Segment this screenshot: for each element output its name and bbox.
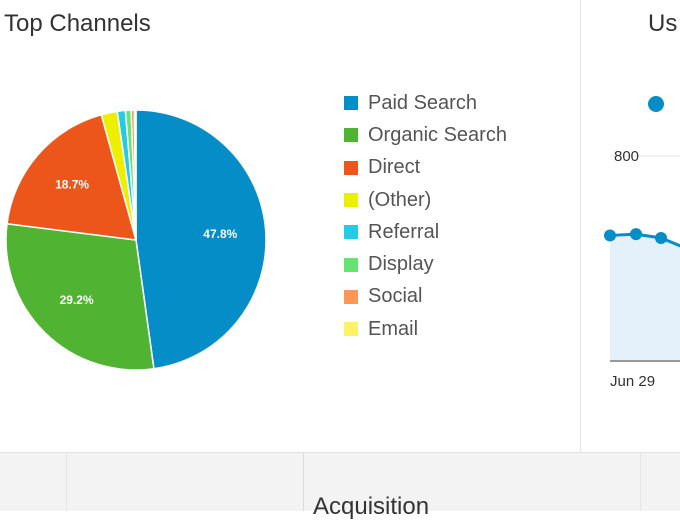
- section-heading: Acquisition: [313, 493, 430, 520]
- pie-data-label: 47.8%: [203, 227, 237, 241]
- data-point[interactable]: [630, 228, 642, 241]
- legend-swatch: [344, 322, 358, 337]
- bottom-strip: Acquisition: [0, 452, 680, 520]
- legend-swatch: [344, 96, 358, 111]
- data-point[interactable]: [604, 229, 616, 242]
- legend-label: Display: [368, 253, 434, 276]
- pie-slice[interactable]: [5, 222, 155, 371]
- legend-label: Referral: [368, 220, 440, 243]
- legend-swatch: [344, 193, 358, 208]
- legend-label: Organic Search: [368, 123, 507, 146]
- users-line-chart: 800400Jun 29: [604, 96, 680, 390]
- legend-item[interactable]: (Other): [344, 184, 507, 216]
- users-panel: Us 800400Jun 29: [582, 0, 680, 452]
- legend-item[interactable]: Paid Search: [344, 87, 507, 119]
- channels-legend: Paid Search Organic Search Direct (Other) Re…: [344, 87, 507, 345]
- legend-item[interactable]: Referral: [344, 216, 507, 248]
- legend-item[interactable]: Organic Search: [344, 119, 507, 151]
- column-divider: [66, 453, 67, 511]
- y-tick-label: 800: [614, 148, 639, 165]
- legend-label: Email: [368, 317, 419, 340]
- channels-pie-chart: 47.8% 29.2% 18.7%: [5, 109, 267, 371]
- panel-title: Us: [648, 10, 678, 37]
- top-channels-panel: Top Channels 47.8% 29.2% 18.7% Paid Search…: [4, 0, 581, 452]
- legend-label: Social: [368, 285, 423, 308]
- legend-swatch: [344, 128, 358, 143]
- panel-title: Top Channels: [4, 10, 151, 37]
- column-divider: [640, 453, 641, 511]
- legend-label: (Other): [368, 188, 432, 211]
- legend-label: Paid Search: [368, 91, 477, 114]
- legend-item[interactable]: Direct: [344, 152, 507, 184]
- legend-item[interactable]: Email: [344, 313, 507, 345]
- series-line: [609, 232, 680, 248]
- legend-swatch: [344, 257, 358, 272]
- area-fill: [610, 234, 680, 361]
- legend-item[interactable]: Display: [344, 248, 507, 280]
- legend-marker[interactable]: [648, 96, 664, 112]
- legend-item[interactable]: Social: [344, 281, 507, 313]
- column-divider: [303, 453, 304, 511]
- pie-slice[interactable]: [135, 109, 267, 370]
- pie-data-label: 18.7%: [55, 178, 89, 192]
- pie-slice[interactable]: [133, 109, 137, 241]
- pie-data-label: 29.2%: [60, 293, 94, 307]
- legend-label: Direct: [368, 156, 421, 179]
- legend-swatch: [344, 289, 358, 304]
- pie-slice[interactable]: [6, 113, 138, 241]
- legend-swatch: [344, 225, 358, 240]
- data-point[interactable]: [655, 232, 667, 244]
- x-tick-label: Jun 29: [610, 373, 655, 390]
- legend-swatch: [344, 160, 358, 175]
